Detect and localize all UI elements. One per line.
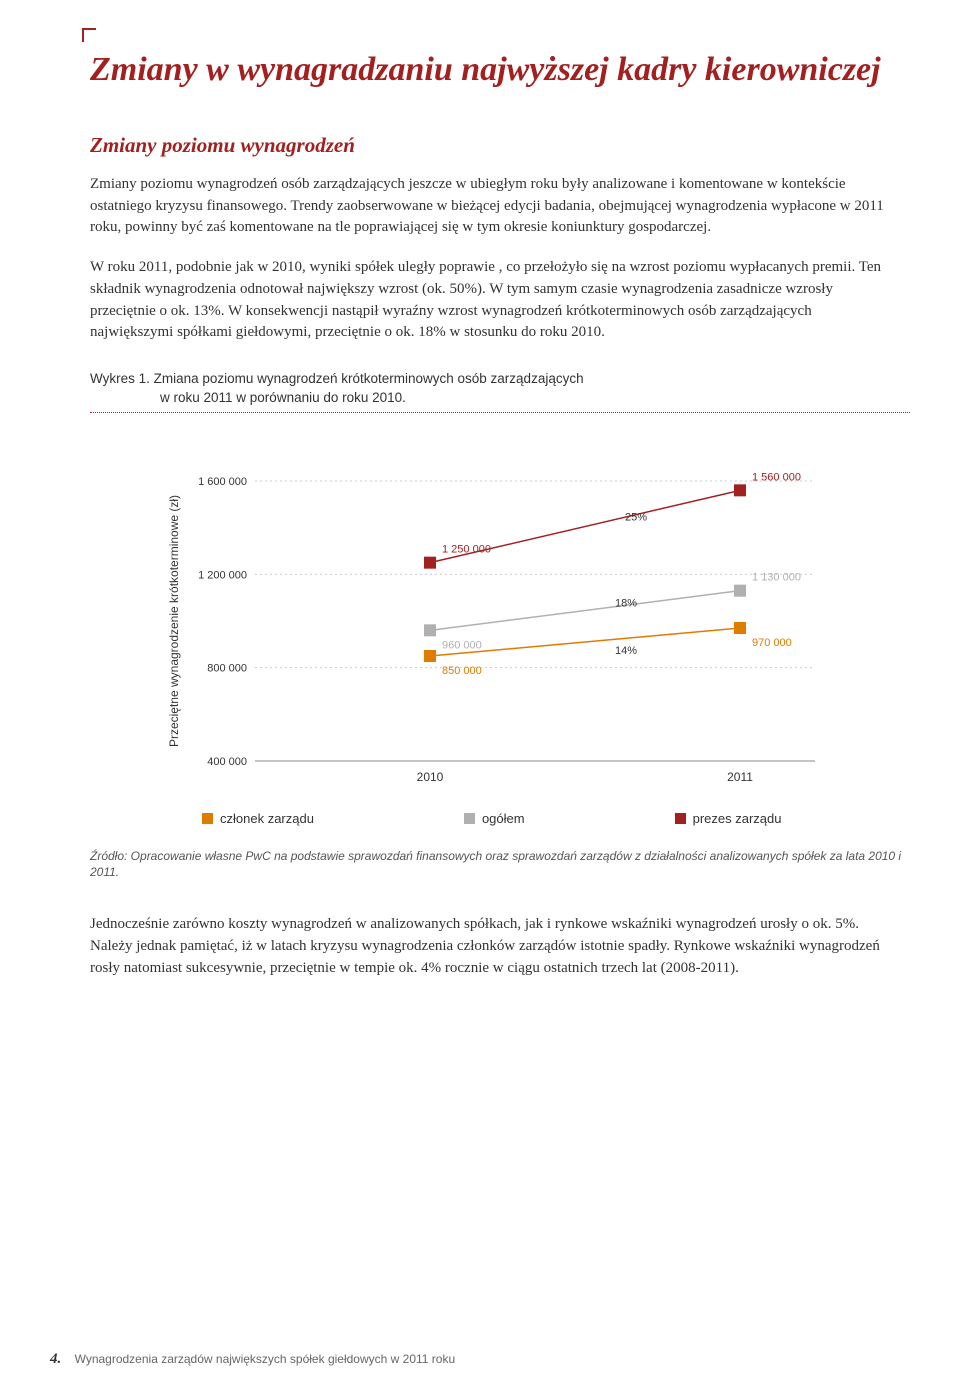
footer-text: Wynagrodzenia zarządów największych spół… <box>75 1352 456 1366</box>
legend-label-czlonek: członek zarządu <box>220 811 314 826</box>
chart-legend: członek zarządu ogółem prezes zarządu <box>202 811 910 826</box>
svg-text:18%: 18% <box>615 597 637 609</box>
page-footer: 4. Wynagrodzenia zarządów największych s… <box>50 1351 455 1368</box>
legend-label-prezes: prezes zarządu <box>693 811 782 826</box>
legend-label-ogolem: ogółem <box>482 811 525 826</box>
legend-swatch-prezes <box>675 813 686 824</box>
dotted-divider <box>90 412 910 413</box>
line-chart-svg: Przeciętne wynagrodzenie krótkoterminowe… <box>160 451 880 791</box>
svg-text:1 600 000: 1 600 000 <box>198 476 247 488</box>
legend-swatch-czlonek <box>202 813 213 824</box>
svg-text:1 130 000: 1 130 000 <box>752 571 801 583</box>
corner-decoration <box>82 28 96 42</box>
svg-text:800 000: 800 000 <box>207 662 247 674</box>
chart-caption-line2: w roku 2011 w porównaniu do roku 2010. <box>160 390 406 405</box>
svg-text:1 560 000: 1 560 000 <box>752 471 801 483</box>
chart-area: Przeciętne wynagrodzenie krótkoterminowe… <box>160 451 910 791</box>
paragraph-2: W roku 2011, podobnie jak w 2010, wyniki… <box>90 257 890 344</box>
paragraph-3: Jednocześnie zarówno koszty wynagrodzeń … <box>90 914 890 979</box>
svg-text:960 000: 960 000 <box>442 639 482 651</box>
svg-text:970 000: 970 000 <box>752 637 792 649</box>
paragraph-1: Zmiany poziomu wynagrodzeń osób zarządza… <box>90 174 890 239</box>
svg-text:850 000: 850 000 <box>442 665 482 677</box>
chart-source: Źródło: Opracowanie własne PwC na podsta… <box>90 848 910 880</box>
legend-item-prezes: prezes zarządu <box>675 811 782 826</box>
chart-caption: Wykres 1. Zmiana poziomu wynagrodzeń kró… <box>90 370 910 408</box>
chart-caption-line1: Wykres 1. Zmiana poziomu wynagrodzeń kró… <box>90 371 584 386</box>
section-subtitle: Zmiany poziomu wynagrodzeń <box>90 133 910 158</box>
svg-text:1 250 000: 1 250 000 <box>442 543 491 555</box>
legend-swatch-ogolem <box>464 813 475 824</box>
main-title: Zmiany w wynagradzaniu najwyższej kadry … <box>90 50 910 91</box>
svg-text:25%: 25% <box>625 511 647 523</box>
svg-text:2010: 2010 <box>417 770 444 784</box>
svg-text:2011: 2011 <box>727 770 753 784</box>
svg-text:14%: 14% <box>615 645 637 657</box>
svg-text:400 000: 400 000 <box>207 756 247 768</box>
legend-item-ogolem: ogółem <box>464 811 525 826</box>
legend-item-czlonek: członek zarządu <box>202 811 314 826</box>
svg-text:1 200 000: 1 200 000 <box>198 569 247 581</box>
svg-text:Przeciętne wynagrodzenie krótk: Przeciętne wynagrodzenie krótkoterminowe… <box>167 495 181 747</box>
page-number: 4. <box>50 1351 61 1367</box>
